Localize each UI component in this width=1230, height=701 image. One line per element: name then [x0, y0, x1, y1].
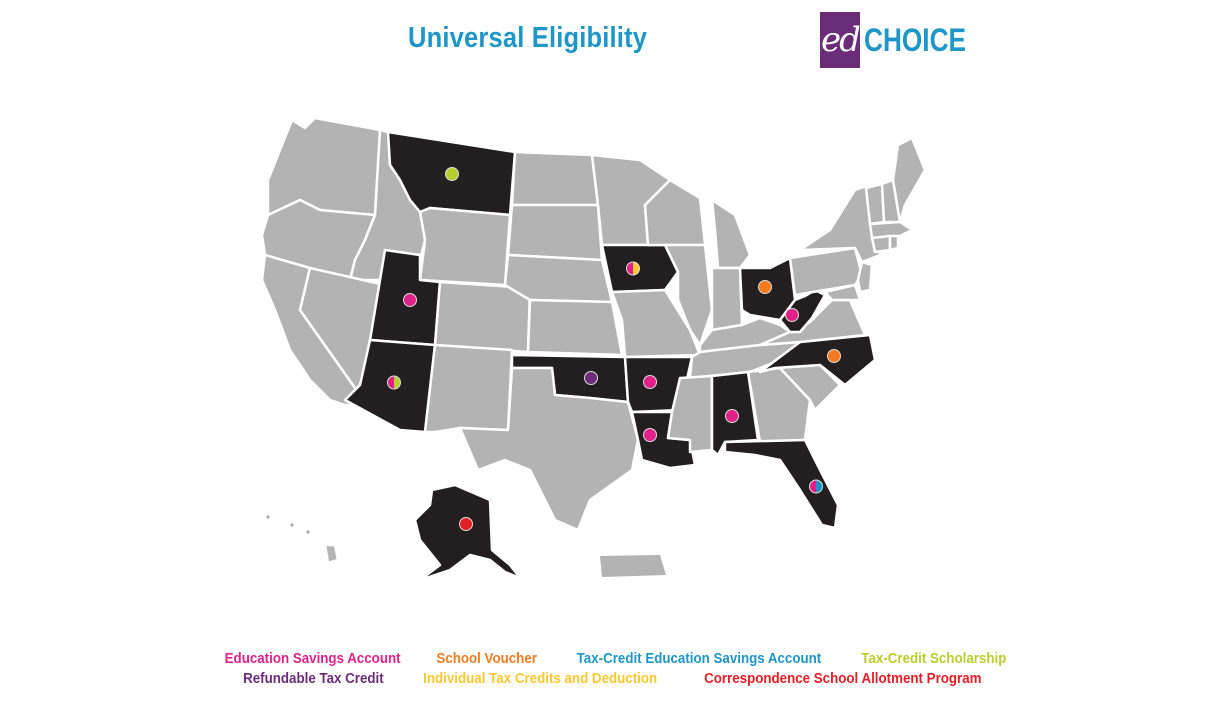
state-wyoming: [418, 206, 512, 287]
state-new-mexico: [423, 343, 514, 434]
state-north-dakota: [510, 150, 600, 207]
legend-item-school-voucher: School Voucher: [436, 651, 538, 667]
legend-item-esa: Education Savings Account: [224, 651, 401, 667]
state-michigan: [710, 198, 752, 270]
marker-arizona-esa-tcs: [387, 375, 401, 390]
territory-puerto-rico: [600, 555, 666, 577]
marker-ohio-voucher: [758, 280, 772, 294]
marker-alaska-csap: [459, 517, 473, 531]
edchoice-logo: ed CHOICE: [820, 12, 988, 68]
state-hawaii-island: [263, 512, 273, 522]
marker-north-carolina-voucher: [827, 349, 841, 363]
logo-choice-text: CHOICE: [864, 21, 967, 58]
marker-utah-esa: [403, 293, 417, 307]
state-kansas: [526, 298, 624, 357]
state-illinois: [663, 243, 714, 347]
state-new-jersey: [856, 260, 874, 294]
state-massachusetts: [868, 220, 914, 240]
legend-item-individual-tax-credits: Individual Tax Credits and Deduction: [423, 671, 658, 687]
state-connecticut: [870, 234, 892, 254]
marker-oklahoma-rtc: [584, 371, 598, 385]
program-markers: [387, 167, 841, 531]
marker-arkansas-esa: [643, 375, 657, 389]
logo-ed-mark: ed: [820, 12, 861, 68]
state-indiana: [710, 266, 744, 332]
legend-row-1: Education Savings Account School Voucher…: [0, 651, 1230, 667]
state-washington: [266, 116, 382, 217]
legend-row-2: Refundable Tax Credit Individual Tax Cre…: [0, 671, 1230, 687]
marker-florida-esa-tcesa: [809, 479, 823, 494]
state-rhode-island: [888, 234, 900, 252]
marker-west-virginia-esa: [785, 308, 799, 322]
state-hawaii: [323, 543, 340, 565]
legend-item-tax-credit-esa: Tax-Credit Education Savings Account: [576, 651, 821, 667]
marker-alabama-esa: [725, 409, 739, 423]
state-south-dakota: [506, 203, 604, 262]
marker-iowa-esa-itcd: [626, 261, 640, 276]
marker-louisiana-esa: [643, 428, 657, 442]
us-map: [260, 116, 927, 582]
legend-item-tax-credit-scholarship: Tax-Credit Scholarship: [861, 651, 1007, 667]
state-maine: [891, 136, 927, 224]
marker-montana-tcs: [445, 167, 459, 181]
state-maryland: [823, 283, 862, 302]
state-hawaii-island: [303, 527, 313, 537]
state-florida: [723, 438, 840, 530]
state-alaska: [413, 483, 522, 582]
page-title: Universal Eligibility: [408, 22, 648, 54]
state-texas: [458, 366, 640, 532]
state-nebraska: [503, 253, 614, 304]
legend-item-refundable-tax-credit: Refundable Tax Credit: [242, 671, 384, 687]
state-hawaii-island: [287, 520, 297, 530]
legend-item-correspondence-school: Correspondence School Allotment Program: [703, 671, 982, 687]
